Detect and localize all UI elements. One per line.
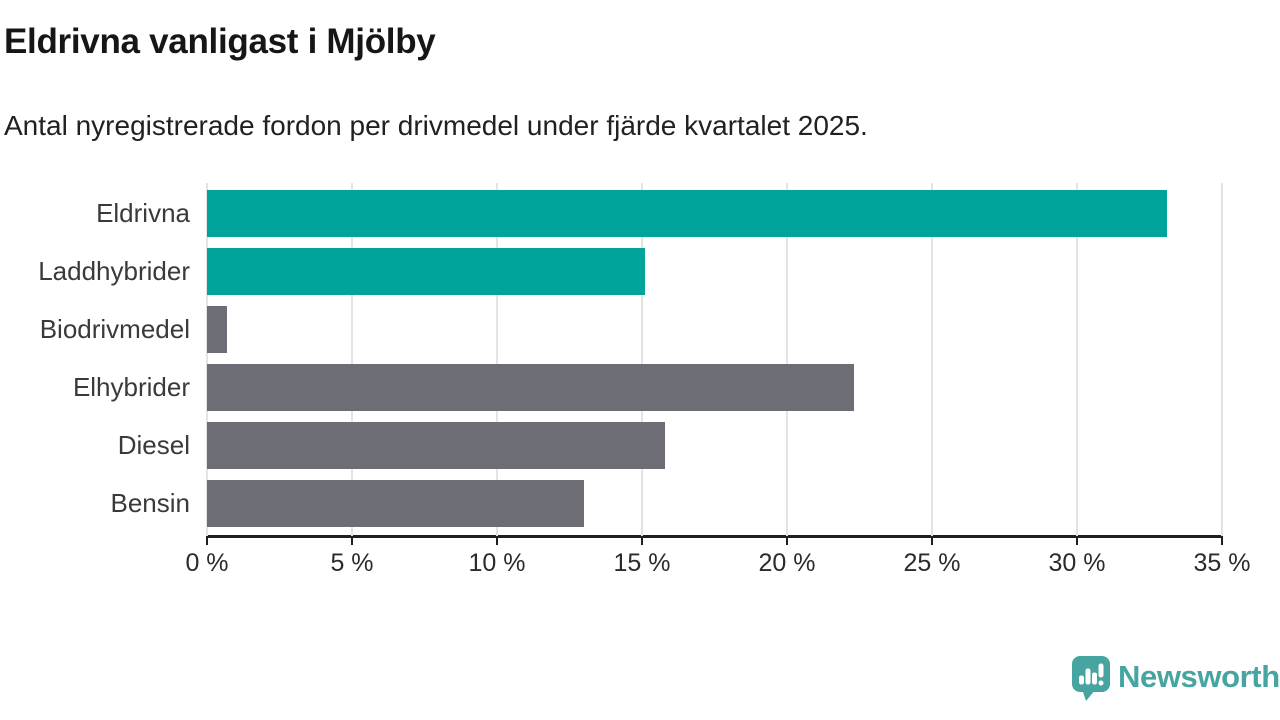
- newsworthy-logo-icon: [1072, 656, 1110, 701]
- x-axis-tick-label-20: 20 %: [758, 549, 816, 577]
- category-label-bensin: Bensin: [110, 488, 191, 518]
- bar-bensin: [207, 480, 584, 527]
- category-label-laddhybrider: Laddhybrider: [38, 256, 190, 286]
- x-axis-tick-35: [1221, 537, 1223, 545]
- gridline-15: [641, 183, 643, 536]
- chart-subtitle: Antal nyregistrerade fordon per drivmede…: [4, 110, 868, 141]
- x-axis-tick-label-0: 0 %: [185, 549, 229, 577]
- bar-eldrivna: [207, 190, 1167, 237]
- gridline-30: [1076, 183, 1078, 536]
- x-axis-tick-20: [786, 537, 788, 545]
- gridline-0: [206, 183, 208, 536]
- x-axis-tick-0: [206, 537, 208, 545]
- x-axis-tick-label-15: 15 %: [613, 549, 671, 577]
- x-axis-tick-5: [351, 537, 353, 545]
- x-axis-tick-15: [641, 537, 643, 545]
- gridline-10: [496, 183, 498, 536]
- newsworthy-brand-text: Newsworthy: [1118, 659, 1280, 694]
- x-axis-tick-30: [1076, 537, 1078, 545]
- x-axis-tick-label-35: 35 %: [1193, 549, 1251, 577]
- x-axis-tick-label-10: 10 %: [468, 549, 526, 577]
- gridline-35: [1221, 183, 1223, 536]
- gridline-25: [931, 183, 933, 536]
- bar-biodrivmedel: [207, 306, 228, 353]
- plot-area: 0 % 5 % 10 % 15 % 20 % 25 % 30 % 35 %: [185, 183, 1250, 577]
- x-axis-tick-25: [931, 537, 933, 545]
- category-label-column: Eldrivna Laddhybrider Biodrivmedel Elhybrid…: [0, 183, 190, 536]
- category-label-elhybrider: Elhybrider: [72, 372, 190, 402]
- bar-diesel: [207, 422, 666, 469]
- bar-elhybrider: [207, 364, 854, 411]
- gridline-5: [351, 183, 353, 536]
- x-axis-line: [206, 535, 1223, 538]
- x-axis-tick-label-25: 25 %: [903, 549, 961, 577]
- bar-laddhybrider: [207, 248, 645, 295]
- x-axis-tick-label-5: 5 %: [330, 549, 374, 577]
- category-label-biodrivmedel: Biodrivmedel: [39, 314, 190, 344]
- category-label-diesel: Diesel: [117, 430, 190, 460]
- category-label-eldrivna: Eldrivna: [96, 198, 190, 228]
- x-axis-tick-10: [496, 537, 498, 545]
- gridline-20: [786, 183, 788, 536]
- chart-title: Eldrivna vanligast i Mjölby: [4, 22, 436, 61]
- x-axis-tick-label-30: 30 %: [1048, 549, 1106, 577]
